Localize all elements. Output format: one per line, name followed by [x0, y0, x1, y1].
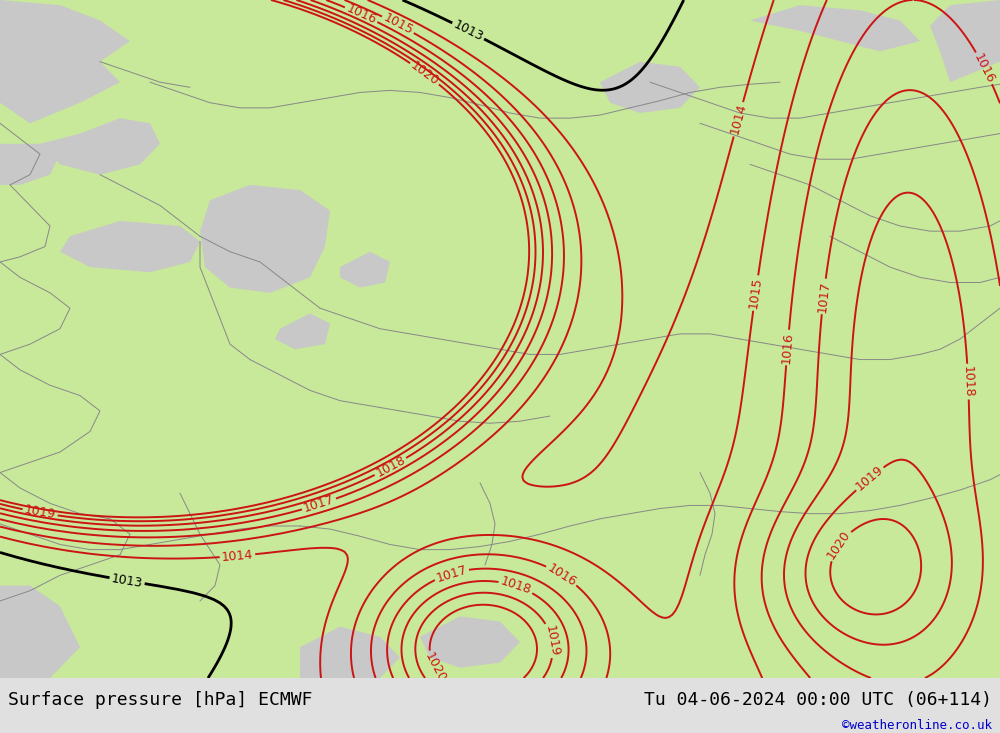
Text: 1013: 1013	[110, 572, 144, 590]
Polygon shape	[0, 144, 60, 185]
Text: 1014: 1014	[728, 103, 749, 136]
Polygon shape	[600, 62, 700, 113]
Text: 1015: 1015	[381, 12, 415, 37]
Text: 1014: 1014	[221, 548, 254, 564]
Text: 1019: 1019	[853, 463, 886, 493]
Polygon shape	[0, 0, 120, 123]
Text: 1020: 1020	[422, 650, 448, 685]
Text: 1016: 1016	[971, 51, 997, 85]
Text: Surface pressure [hPa] ECMWF: Surface pressure [hPa] ECMWF	[8, 691, 312, 709]
Text: 1017: 1017	[434, 563, 469, 584]
Polygon shape	[930, 0, 1000, 82]
Text: 1016: 1016	[344, 2, 378, 27]
Polygon shape	[0, 0, 1000, 678]
Text: ©weatheronline.co.uk: ©weatheronline.co.uk	[842, 718, 992, 732]
Polygon shape	[0, 586, 80, 678]
Text: 1018: 1018	[499, 575, 533, 597]
Text: 1019: 1019	[542, 624, 561, 658]
Text: Tu 04-06-2024 00:00 UTC (06+114): Tu 04-06-2024 00:00 UTC (06+114)	[644, 691, 992, 709]
Text: 1018: 1018	[374, 454, 408, 480]
Text: 1013: 1013	[451, 18, 485, 44]
Text: 1017: 1017	[815, 280, 832, 313]
Polygon shape	[200, 185, 330, 292]
Polygon shape	[420, 616, 520, 668]
Polygon shape	[60, 221, 200, 272]
Polygon shape	[40, 118, 160, 174]
Text: 1017: 1017	[302, 493, 336, 515]
Text: 1015: 1015	[747, 276, 764, 309]
Text: 1016: 1016	[780, 331, 795, 364]
Text: 1016: 1016	[545, 561, 579, 589]
Polygon shape	[340, 251, 390, 287]
Polygon shape	[0, 0, 130, 87]
Polygon shape	[300, 627, 400, 678]
Text: 1020: 1020	[825, 528, 853, 562]
Polygon shape	[275, 313, 330, 350]
Text: 1018: 1018	[961, 366, 975, 398]
Text: 1019: 1019	[23, 504, 57, 522]
Text: 1020: 1020	[408, 59, 441, 88]
Polygon shape	[750, 5, 920, 51]
